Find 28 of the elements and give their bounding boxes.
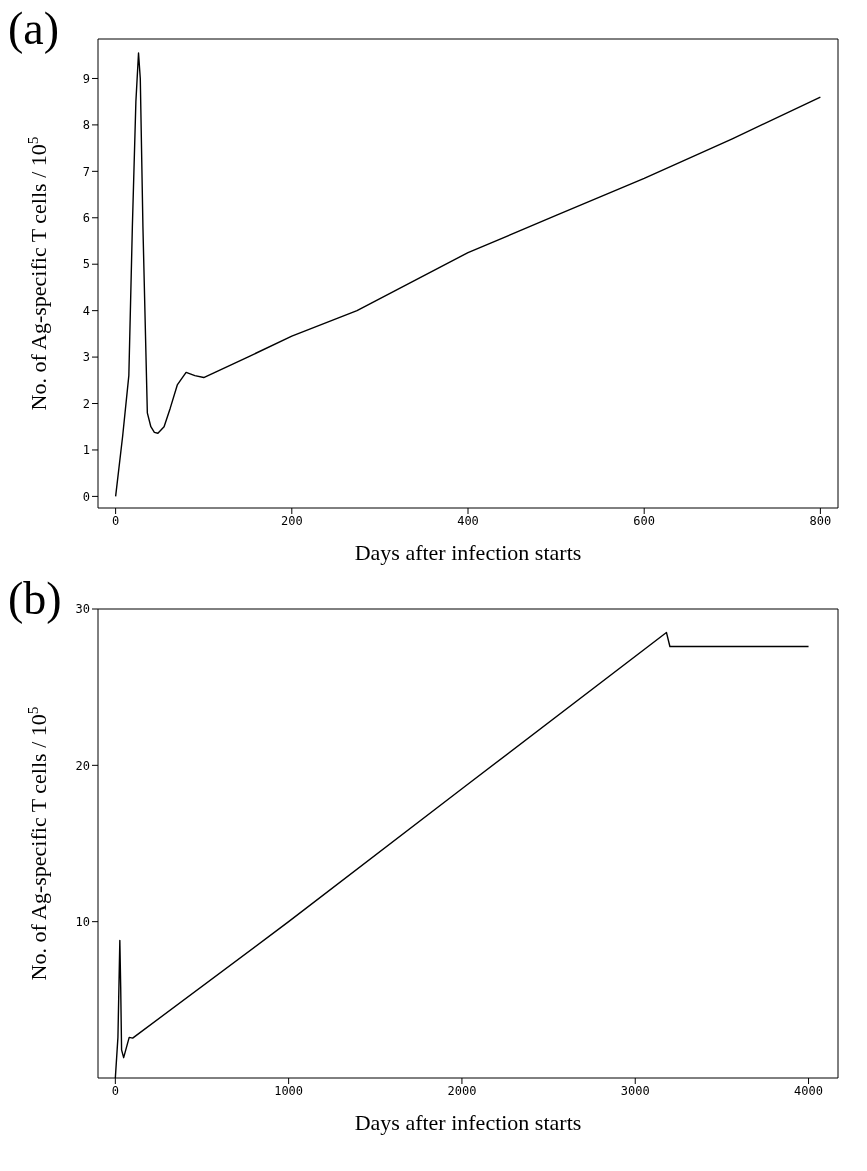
x-tick-label: 400 bbox=[457, 513, 479, 528]
y-tick-label: 20 bbox=[75, 758, 90, 773]
y-tick-label: 8 bbox=[82, 118, 90, 133]
x-tick-label: 4000 bbox=[794, 1083, 823, 1098]
y-tick-label: 2 bbox=[82, 396, 90, 411]
x-tick-label: 1000 bbox=[274, 1083, 304, 1098]
x-axis-title: Days after infection starts bbox=[354, 1110, 582, 1135]
x-tick-label: 2000 bbox=[447, 1083, 477, 1098]
y-tick-label: 1 bbox=[82, 443, 90, 458]
x-tick-label: 3000 bbox=[620, 1083, 650, 1098]
chart-title: (b) bbox=[8, 572, 62, 625]
x-tick-label: 0 bbox=[112, 513, 120, 528]
x-tick-label: 800 bbox=[809, 513, 832, 528]
x-tick-label: 200 bbox=[280, 513, 303, 528]
x-axis-title: Days after infection starts bbox=[354, 540, 582, 565]
y-tick-label: 7 bbox=[82, 164, 90, 179]
x-tick-label: 0 bbox=[111, 1083, 119, 1098]
y-tick-label: 5 bbox=[82, 257, 90, 272]
chart-title: (a) bbox=[8, 2, 60, 55]
y-tick-label: 30 bbox=[75, 602, 90, 617]
x-tick-label: 600 bbox=[633, 513, 656, 528]
y-tick-label: 9 bbox=[82, 71, 90, 86]
y-tick-label: 3 bbox=[82, 350, 90, 365]
y-tick-label: 6 bbox=[82, 211, 90, 226]
y-tick-label: 10 bbox=[75, 914, 90, 929]
y-tick-label: 0 bbox=[82, 489, 90, 504]
y-tick-label: 4 bbox=[82, 303, 90, 318]
line-series bbox=[114, 52, 822, 498]
